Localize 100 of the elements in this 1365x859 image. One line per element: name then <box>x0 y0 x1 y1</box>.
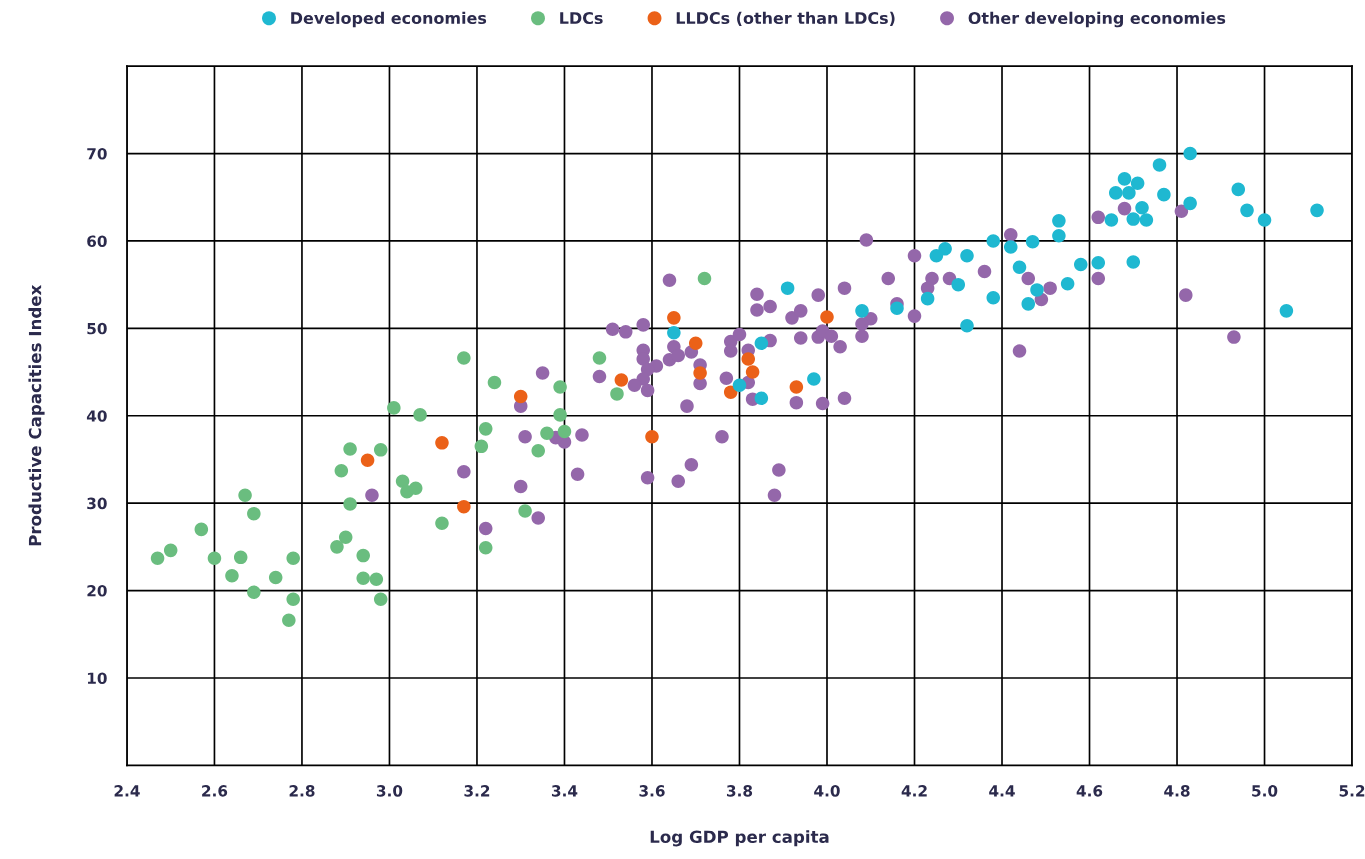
point <box>343 442 357 456</box>
point <box>1012 260 1027 274</box>
point <box>163 543 178 558</box>
point <box>1157 187 1171 202</box>
y-tick-label: 50 <box>87 322 107 335</box>
point <box>697 271 712 286</box>
y-tick-label: 20 <box>87 585 107 597</box>
point <box>373 592 388 607</box>
point <box>387 401 401 415</box>
point <box>247 506 261 521</box>
point <box>478 540 493 555</box>
point <box>343 497 357 511</box>
y-tick-label: 30 <box>87 497 107 510</box>
point <box>225 568 239 583</box>
point <box>1257 213 1272 227</box>
x-tick-label: 3.8 <box>726 785 753 797</box>
point <box>1183 196 1197 211</box>
point <box>286 592 300 607</box>
point <box>745 365 760 379</box>
point <box>238 488 252 503</box>
point <box>1126 212 1141 226</box>
point <box>553 408 567 422</box>
point <box>513 389 528 404</box>
legend-label: LLDCs (other than LDCs) <box>676 11 895 26</box>
point <box>732 378 747 392</box>
x-tick-label: 3.2 <box>464 785 490 797</box>
point <box>1126 255 1141 269</box>
point <box>754 391 769 406</box>
x-tick-label: 2.6 <box>202 785 228 797</box>
point <box>920 291 935 306</box>
point <box>1130 176 1145 191</box>
point <box>667 311 681 325</box>
point <box>356 571 370 586</box>
point <box>1104 213 1119 227</box>
point <box>360 453 375 468</box>
point <box>194 522 209 537</box>
point <box>1279 304 1294 318</box>
point <box>610 387 624 401</box>
point <box>1231 182 1246 197</box>
x-tick-label: 4.8 <box>1164 785 1190 797</box>
point <box>1122 186 1136 200</box>
point <box>614 373 629 387</box>
point <box>960 318 974 333</box>
x-tick-label: 5.2 <box>1339 785 1365 797</box>
point <box>986 234 1001 248</box>
point <box>540 426 554 440</box>
point <box>356 548 370 563</box>
point <box>369 572 384 586</box>
point <box>667 325 681 340</box>
point <box>723 385 738 399</box>
point <box>741 352 756 366</box>
point <box>268 570 283 585</box>
x-tick-label: 4.2 <box>901 785 927 797</box>
point <box>557 424 572 439</box>
point <box>1152 158 1167 172</box>
point <box>1183 146 1197 161</box>
y-tick-label: 10 <box>87 672 107 684</box>
point <box>150 551 165 565</box>
point <box>890 301 904 316</box>
point <box>820 310 834 324</box>
x-tick-label: 4.6 <box>1076 785 1103 797</box>
point <box>780 281 795 295</box>
point <box>855 304 869 318</box>
point <box>1310 203 1324 218</box>
legend-label: Developed economies <box>291 11 487 28</box>
point <box>413 408 427 422</box>
point <box>1240 203 1254 218</box>
point <box>247 585 261 600</box>
point <box>1117 172 1132 186</box>
point <box>330 540 344 554</box>
point <box>1135 200 1149 215</box>
x-tick-label: 3.0 <box>376 785 403 797</box>
point <box>754 336 769 350</box>
point <box>207 551 222 565</box>
point <box>688 336 703 350</box>
point <box>1021 297 1036 311</box>
point <box>1060 277 1075 291</box>
point <box>282 613 296 628</box>
point <box>395 474 410 489</box>
x-tick-label: 2.8 <box>289 785 315 797</box>
point <box>951 277 966 292</box>
point <box>1030 283 1044 297</box>
point <box>286 551 300 565</box>
point <box>1052 214 1066 228</box>
x-tick-label: 4.0 <box>814 785 840 797</box>
point <box>645 429 659 444</box>
point <box>553 380 567 394</box>
x-axis-title: Log GDP per capita <box>650 830 829 847</box>
point <box>435 436 449 450</box>
point <box>474 439 489 454</box>
point <box>1025 235 1040 249</box>
point <box>1003 240 1018 254</box>
point <box>334 464 349 478</box>
x-tick-label: 3.4 <box>551 785 578 797</box>
legend-label: LDCs <box>560 11 603 25</box>
point <box>986 290 1001 305</box>
y-axis-title: Productive Capacities Index <box>28 284 45 546</box>
y-tick-label: 40 <box>86 410 107 422</box>
point <box>938 242 952 256</box>
point <box>233 550 248 565</box>
